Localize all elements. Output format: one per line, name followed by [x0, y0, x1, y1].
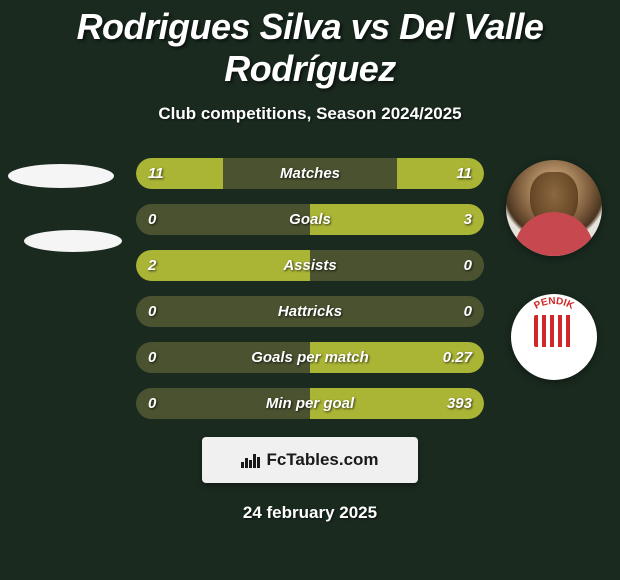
stat-row: 1111Matches: [136, 158, 484, 189]
left-side: [6, 158, 126, 419]
stat-label: Goals per match: [136, 349, 484, 366]
stat-label: Matches: [136, 165, 484, 182]
stat-row: 20Assists: [136, 250, 484, 281]
stat-row: 00.27Goals per match: [136, 342, 484, 373]
footer-badge[interactable]: FcTables.com: [202, 437, 418, 483]
stat-row: 03Goals: [136, 204, 484, 235]
comparison-content: 1111Matches 03Goals 20Assists 00Hattricks 00…: [0, 158, 620, 419]
subtitle: Club competitions, Season 2024/2025: [0, 104, 620, 124]
page-title: Rodrigues Silva vs Del Valle Rodríguez: [0, 0, 620, 90]
stat-label: Goals: [136, 211, 484, 228]
stat-label: Hattricks: [136, 303, 484, 320]
stat-bars: 1111Matches 03Goals 20Assists 00Hattricks 00…: [126, 158, 494, 419]
stat-label: Assists: [136, 257, 484, 274]
stat-row: 00Hattricks: [136, 296, 484, 327]
player2-avatar: [506, 160, 602, 256]
club-badge-text-icon: PENDIK: [511, 294, 597, 380]
stat-row: 0393Min per goal: [136, 388, 484, 419]
player1-club-placeholder: [24, 230, 122, 252]
player1-avatar-placeholder: [8, 164, 114, 188]
player2-club-badge: PENDIK: [511, 294, 597, 380]
date-text: 24 february 2025: [0, 503, 620, 523]
stat-label: Min per goal: [136, 395, 484, 412]
svg-text:PENDIK: PENDIK: [532, 296, 576, 312]
footer-text: FcTables.com: [266, 450, 378, 470]
bar-chart-icon: [241, 452, 260, 468]
right-side: PENDIK: [494, 158, 614, 419]
club-badge-label: PENDIK: [532, 296, 576, 312]
